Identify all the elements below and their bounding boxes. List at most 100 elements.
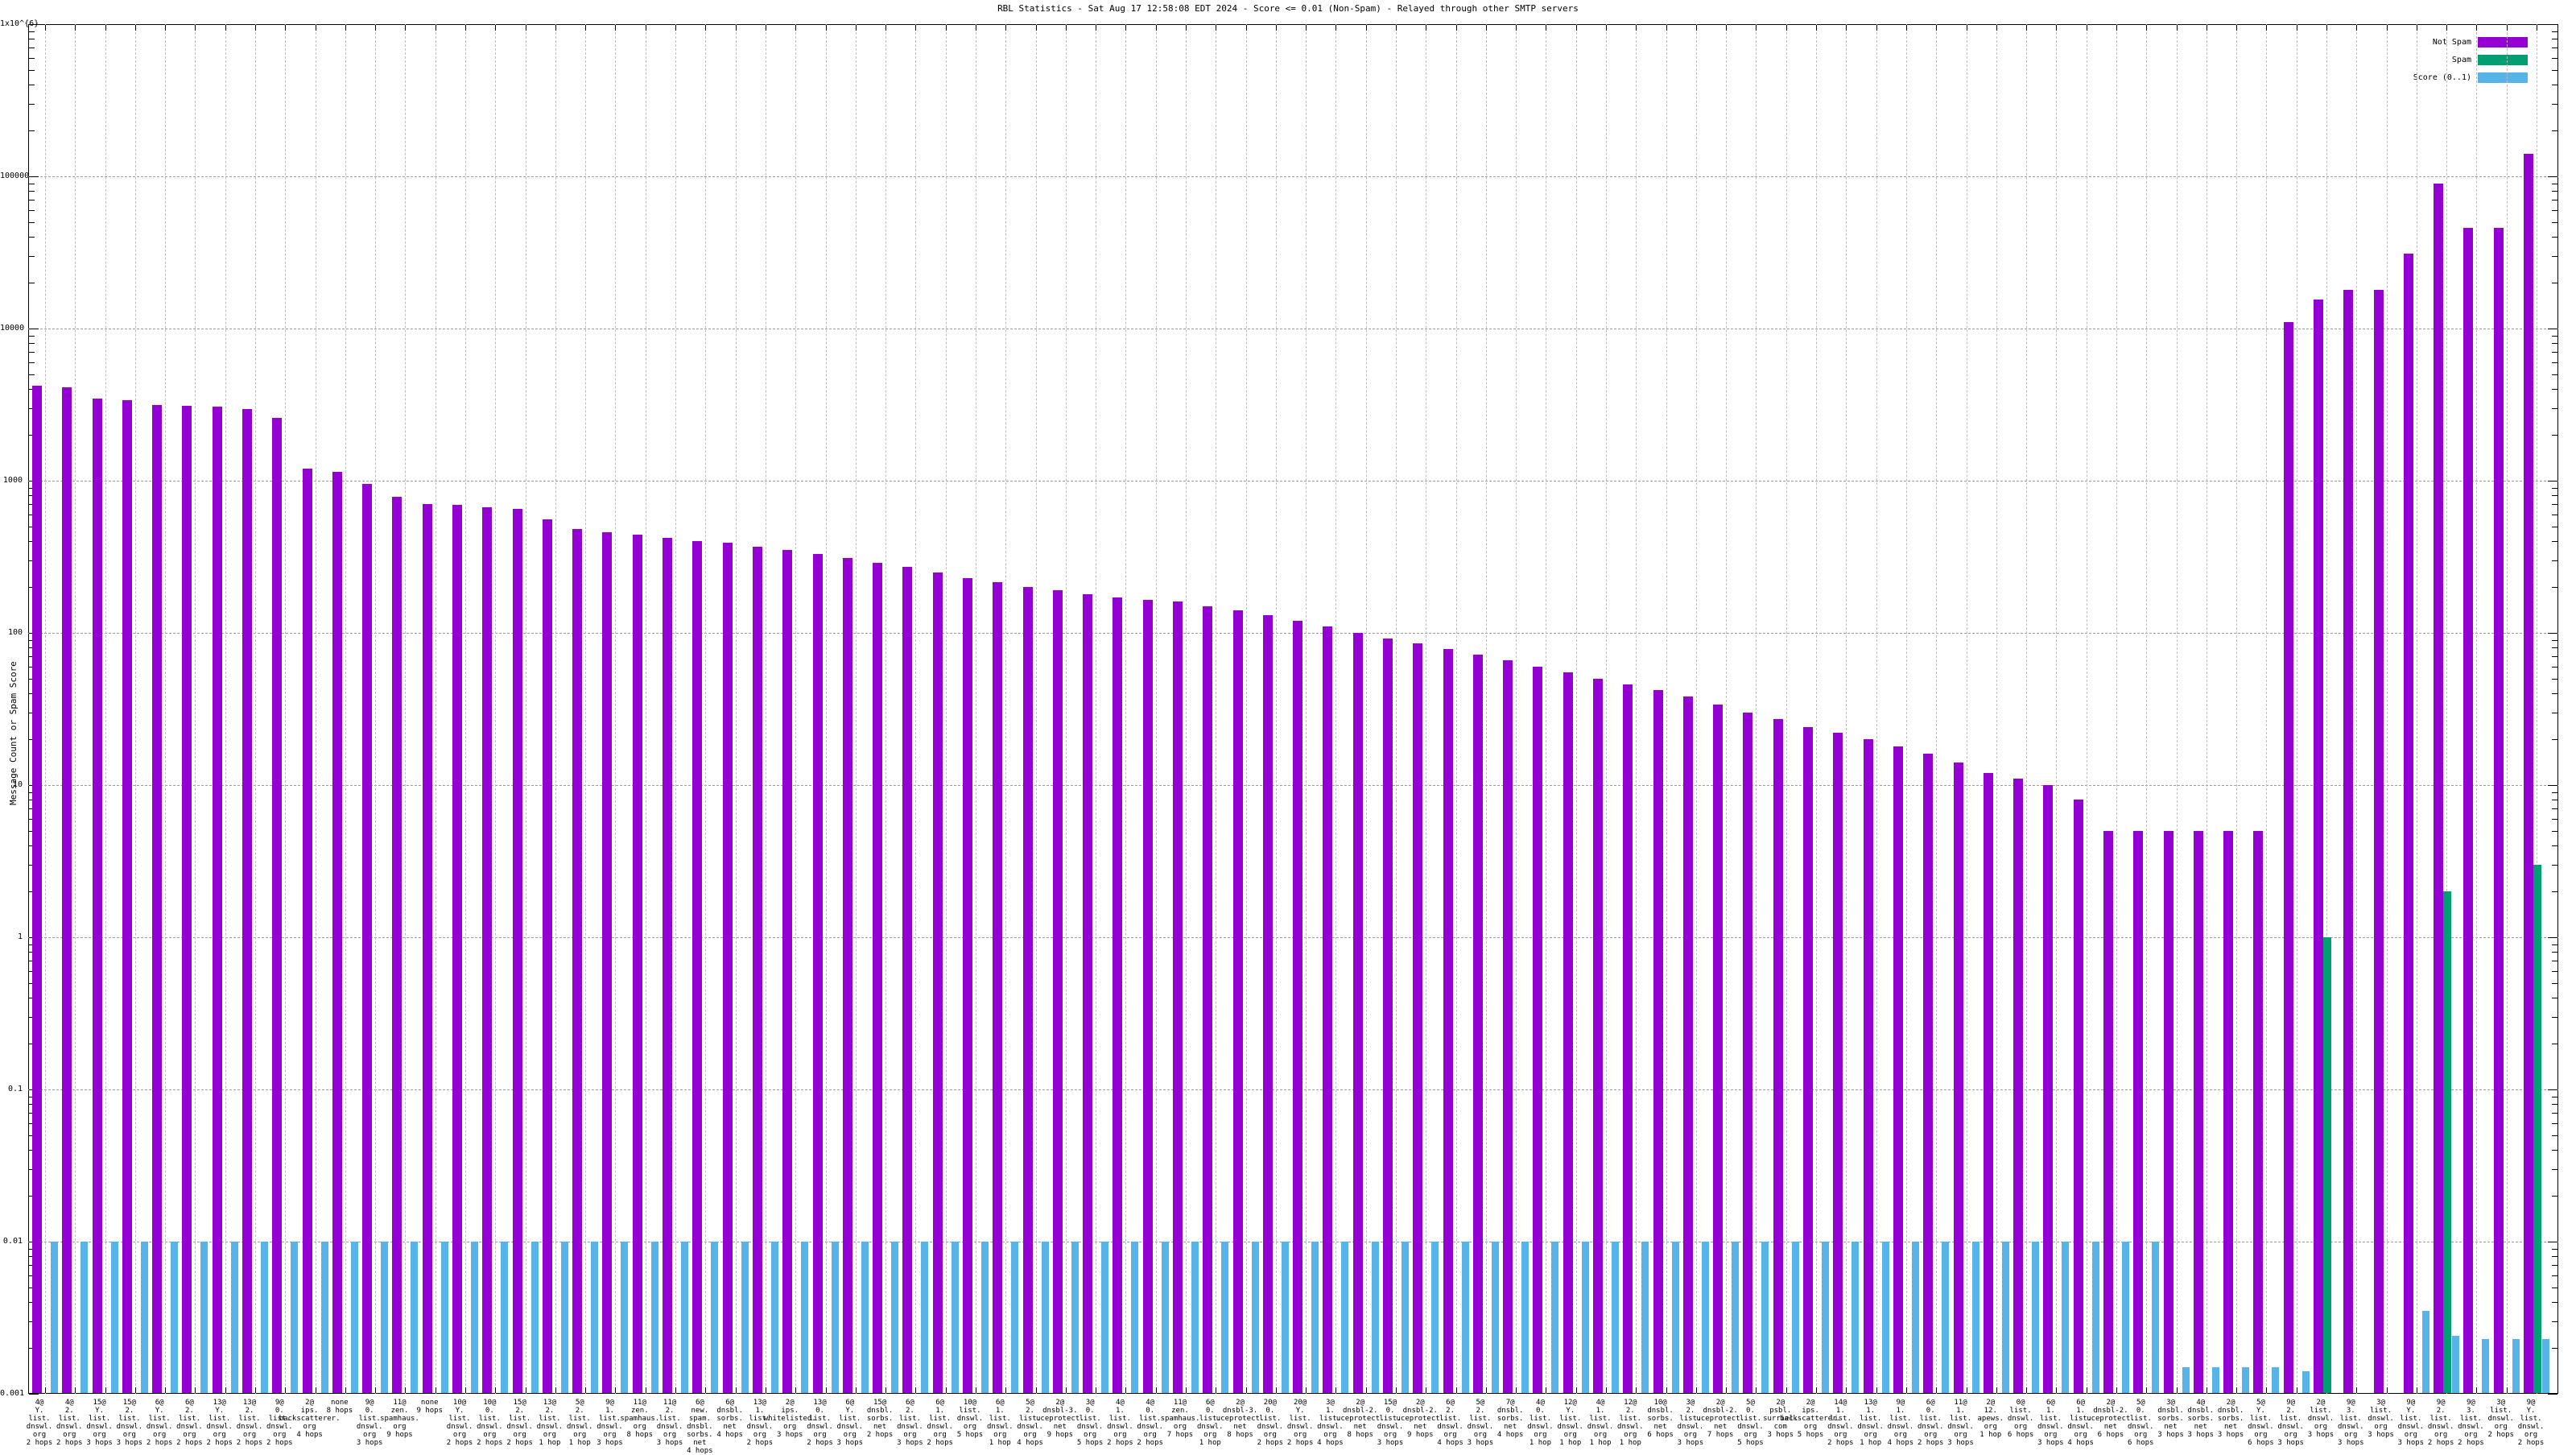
x-gridline <box>1306 24 1307 1394</box>
score-bar <box>1281 1242 1289 1393</box>
x-tick-label: 6@ 1. list. dnswl. org 1 hop <box>986 1399 1013 1447</box>
x-tick-label: 13@ 1. list. dnswl. org 2 hops <box>746 1399 774 1447</box>
not-spam-bar <box>2193 830 2203 1393</box>
legend-entry-spam: Spam <box>2452 55 2528 65</box>
x-tick-label: 5@ Y. list. dnswl. org 6 hops <box>2248 1399 2274 1447</box>
x-tick <box>585 1387 587 1393</box>
x-tick-label: 6@ dnsbl. sorbs. net 4 hops <box>716 1399 743 1439</box>
y-minor-tick <box>2552 1016 2557 1018</box>
x-gridline <box>1335 24 1337 1394</box>
x-tick <box>1876 25 1877 31</box>
y-tick <box>2548 937 2557 938</box>
x-tick-label: 3@ 1. list. dnswl. org 4 hops <box>1317 1399 1344 1447</box>
x-tick-label: 2@ 12. apews. org 1 hop <box>1977 1399 2004 1439</box>
y-minor-tick <box>29 541 35 543</box>
y-minor-tick <box>2552 221 2557 223</box>
y-minor-tick <box>2552 237 2557 238</box>
x-gridline <box>1695 24 1697 1394</box>
not-spam-bar <box>2403 254 2413 1393</box>
x-tick-label: 7@ dnsbl. sorbs. net 4 hops <box>1496 1399 1524 1439</box>
y-minor-tick <box>29 656 35 658</box>
not-spam-bar <box>1623 684 1633 1393</box>
y-minor-tick <box>29 237 35 238</box>
x-tick <box>2056 25 2058 31</box>
y-minor-tick <box>2552 352 2557 353</box>
x-tick-label: 15@ 2. list. dnswl. org 3 hops <box>116 1399 143 1447</box>
x-gridline <box>795 24 797 1394</box>
score-bar <box>51 1242 58 1393</box>
y-minor-tick <box>29 808 35 810</box>
x-tick <box>495 1387 497 1393</box>
y-tick <box>29 176 39 177</box>
score-bar <box>1161 1242 1169 1393</box>
x-tick-label: 9@ 0. list. dnswl. org 3 hops <box>356 1399 383 1447</box>
score-bar <box>1852 1242 1860 1393</box>
x-tick <box>705 25 707 31</box>
y-minor-tick <box>29 57 35 59</box>
not-spam-bar <box>1563 672 1573 1393</box>
x-tick-label: 9@ Y. list. dnswl. org 2 hops <box>2517 1399 2545 1447</box>
not-spam-bar <box>2013 779 2024 1393</box>
plot-area <box>28 24 2558 1394</box>
score-bar <box>2211 1366 2219 1393</box>
x-tick <box>705 1387 707 1393</box>
x-tick-label: 4@ 2. list. dnswl. org 2 hops <box>56 1399 83 1447</box>
x-tick <box>2176 1387 2178 1393</box>
x-tick-label: 2@ dnsbl. sorbs. net 3 hops <box>2217 1399 2244 1439</box>
score-bar <box>1942 1242 1950 1393</box>
score-swatch <box>2478 72 2528 83</box>
x-tick-label: 4@ 1. list. dnswl. org 2 hops <box>1107 1399 1133 1447</box>
score-bar <box>1761 1242 1769 1393</box>
y-minor-tick <box>2552 891 2557 893</box>
x-tick <box>2506 1387 2508 1393</box>
score-bar <box>1491 1242 1499 1393</box>
score-bar <box>501 1242 509 1393</box>
y-minor-tick <box>29 818 35 820</box>
score-bar <box>1791 1242 1799 1393</box>
not-spam-bar <box>962 577 972 1393</box>
not-spam-bar <box>1983 773 1993 1393</box>
score-bar <box>831 1242 839 1393</box>
x-tick <box>1485 1387 1487 1393</box>
x-tick <box>1035 25 1037 31</box>
y-tick-label: 0.1 <box>7 1085 23 1093</box>
x-gridline <box>1876 24 1877 1394</box>
y-minor-tick <box>2552 209 2557 211</box>
x-tick <box>45 1387 46 1393</box>
x-gridline <box>195 24 196 1394</box>
x-tick <box>105 1387 106 1393</box>
x-tick <box>2356 25 2358 31</box>
not-spam-bar <box>2103 830 2113 1393</box>
score-bar <box>2452 1336 2460 1393</box>
x-tick <box>2506 25 2508 31</box>
y-minor-tick <box>29 407 35 409</box>
score-bar <box>770 1242 778 1393</box>
score-bar <box>1221 1242 1229 1393</box>
y-minor-tick <box>29 221 35 223</box>
y-minor-tick <box>29 69 35 71</box>
x-gridline <box>1785 24 1787 1394</box>
y-tick <box>2548 633 2557 634</box>
x-tick <box>2326 25 2327 31</box>
x-tick <box>1636 1387 1637 1393</box>
x-tick-label: 6@ Y. list. dnswl. org 2 hops <box>146 1399 173 1447</box>
x-tick-label: 2@ ips. backscatterer. org 5 hops <box>1780 1399 1841 1439</box>
x-tick <box>1905 25 1907 31</box>
x-gridline <box>705 24 707 1394</box>
x-tick-label: 11@ 1. list. dnswl. org 3 hops <box>1947 1399 1974 1447</box>
x-tick <box>1125 1387 1127 1393</box>
score-bar <box>530 1242 539 1393</box>
x-gridline <box>945 24 947 1394</box>
y-minor-tick <box>2552 335 2557 337</box>
x-tick <box>1606 1387 1608 1393</box>
score-bar <box>1191 1242 1199 1393</box>
not-spam-bar <box>1443 649 1453 1393</box>
x-tick <box>615 25 617 31</box>
y-minor-tick <box>2552 103 2557 105</box>
score-bar <box>951 1242 959 1393</box>
x-tick <box>825 1387 827 1393</box>
x-tick <box>465 1387 467 1393</box>
x-gridline <box>1756 24 1757 1394</box>
score-bar <box>1311 1242 1319 1393</box>
x-tick <box>2116 25 2117 31</box>
